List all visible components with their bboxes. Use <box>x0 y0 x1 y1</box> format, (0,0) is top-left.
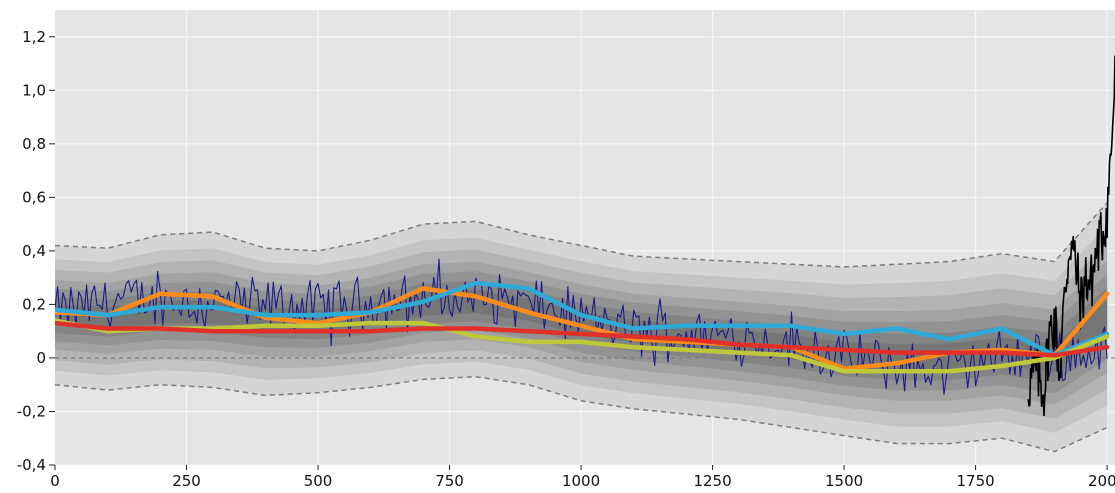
series-line-3 <box>55 320 1110 358</box>
y-tick-label: 0,8 <box>22 135 46 153</box>
x-axis: 0 250 500 750 1000 1250 1500 1750 2000 <box>50 465 1115 490</box>
lower-envelope-line <box>55 375 1108 453</box>
series-line-1 <box>55 280 1110 358</box>
reconstruction-series <box>55 280 1110 374</box>
y-tick-label: 1,0 <box>22 81 46 99</box>
series-line-2 <box>55 318 1110 374</box>
y-tick-label: -0,4 <box>17 456 46 474</box>
y-tick-label: -0,2 <box>17 402 46 420</box>
x-tick-label: 250 <box>172 472 201 490</box>
x-tick-label: 1000 <box>562 472 600 490</box>
x-tick-label: 1500 <box>825 472 863 490</box>
x-tick-label: 750 <box>435 472 464 490</box>
y-tick-label: 0,6 <box>22 188 46 206</box>
y-tick-label: 0,4 <box>22 242 46 260</box>
x-tick-label: 1250 <box>693 472 731 490</box>
instrumental-series <box>1027 55 1115 417</box>
instrumental-series-line <box>1027 55 1115 417</box>
y-tick-label: 0,2 <box>22 295 46 313</box>
y-axis: -0,4 -0,2 0 0,2 0,4 0,6 0,8 1,0 1,2 <box>17 28 55 474</box>
y-tick-label: 1,2 <box>22 28 46 46</box>
y-tick-label: 0 <box>36 349 46 367</box>
x-tick-label: 1750 <box>957 472 995 490</box>
x-tick-label: 500 <box>304 472 333 490</box>
series-line-0 <box>55 286 1110 371</box>
envelope-lines <box>55 202 1108 453</box>
x-tick-label: 2000 <box>1088 472 1115 490</box>
x-tick-label: 0 <box>50 472 60 490</box>
